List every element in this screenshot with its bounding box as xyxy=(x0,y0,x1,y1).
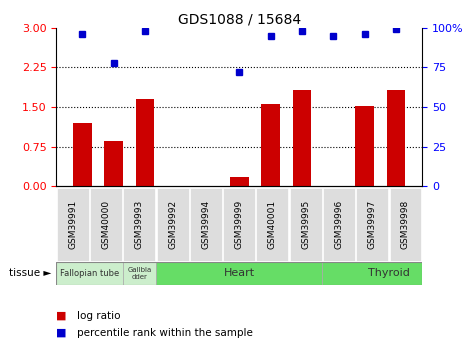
Bar xyxy=(136,99,154,186)
Bar xyxy=(356,106,374,186)
Bar xyxy=(261,104,280,186)
FancyBboxPatch shape xyxy=(390,188,422,261)
FancyBboxPatch shape xyxy=(323,188,355,261)
Text: Thyroid: Thyroid xyxy=(368,268,410,278)
Bar xyxy=(230,177,249,186)
FancyBboxPatch shape xyxy=(290,188,322,261)
Text: ■: ■ xyxy=(56,328,67,338)
Title: GDS1088 / 15684: GDS1088 / 15684 xyxy=(178,12,301,27)
Text: GSM39997: GSM39997 xyxy=(368,200,377,249)
Text: Heart: Heart xyxy=(224,268,255,278)
FancyBboxPatch shape xyxy=(190,188,222,261)
Bar xyxy=(386,90,406,186)
Text: GSM39993: GSM39993 xyxy=(135,200,144,249)
Text: GSM39998: GSM39998 xyxy=(401,200,410,249)
FancyBboxPatch shape xyxy=(123,188,155,261)
Text: GSM39991: GSM39991 xyxy=(68,200,77,249)
Bar xyxy=(156,262,322,285)
Text: GSM39996: GSM39996 xyxy=(334,200,343,249)
Text: percentile rank within the sample: percentile rank within the sample xyxy=(77,328,253,338)
FancyBboxPatch shape xyxy=(57,188,89,261)
Bar xyxy=(73,123,92,186)
Bar xyxy=(104,141,123,186)
Bar xyxy=(123,262,156,285)
FancyBboxPatch shape xyxy=(356,188,388,261)
FancyBboxPatch shape xyxy=(223,188,255,261)
Text: GSM40001: GSM40001 xyxy=(268,200,277,249)
FancyBboxPatch shape xyxy=(257,188,288,261)
Text: GSM39995: GSM39995 xyxy=(301,200,310,249)
Text: GSM39992: GSM39992 xyxy=(168,200,177,249)
Text: GSM39994: GSM39994 xyxy=(201,200,211,249)
Text: Fallopian tube: Fallopian tube xyxy=(60,269,119,278)
Bar xyxy=(293,90,311,186)
Text: log ratio: log ratio xyxy=(77,311,121,321)
Bar xyxy=(56,262,123,285)
Text: Gallbla
dder: Gallbla dder xyxy=(127,267,151,280)
Text: GSM39999: GSM39999 xyxy=(234,200,244,249)
Text: GSM40000: GSM40000 xyxy=(102,200,111,249)
FancyBboxPatch shape xyxy=(90,188,122,261)
Text: ■: ■ xyxy=(56,311,67,321)
FancyBboxPatch shape xyxy=(157,188,189,261)
Text: tissue ►: tissue ► xyxy=(9,268,52,278)
Bar xyxy=(322,262,455,285)
